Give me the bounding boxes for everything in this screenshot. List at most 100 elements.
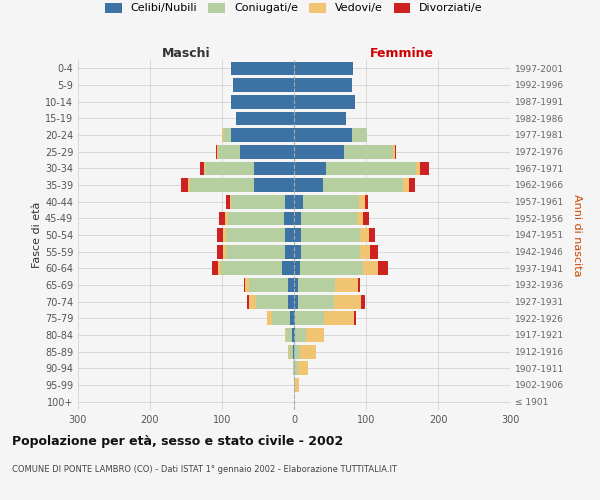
Bar — [298, 362, 308, 375]
Bar — [248, 295, 256, 308]
Bar — [286, 245, 294, 258]
Bar — [301, 212, 358, 225]
Bar — [293, 362, 294, 375]
Bar — [294, 145, 344, 158]
Bar — [230, 128, 294, 142]
Bar — [294, 245, 301, 258]
Y-axis label: Anni di nascita: Anni di nascita — [572, 194, 583, 276]
Bar — [223, 245, 226, 258]
Bar — [294, 295, 298, 308]
Bar — [230, 195, 232, 208]
Text: Maschi: Maschi — [161, 47, 211, 60]
Bar — [334, 295, 361, 308]
Bar — [360, 245, 370, 258]
Bar — [363, 212, 369, 225]
Bar — [204, 162, 205, 175]
Bar — [286, 328, 292, 342]
Bar — [294, 78, 352, 92]
Bar — [352, 128, 367, 142]
Bar — [248, 278, 288, 292]
Bar — [295, 328, 306, 342]
Bar — [226, 228, 286, 242]
Bar — [295, 312, 324, 325]
Bar — [292, 328, 294, 342]
Bar — [358, 212, 363, 225]
Bar — [181, 178, 188, 192]
Bar — [359, 195, 365, 208]
Bar — [225, 212, 228, 225]
Bar — [240, 145, 294, 158]
Bar — [294, 178, 323, 192]
Bar — [230, 62, 294, 75]
Bar — [233, 78, 294, 92]
Bar — [300, 262, 363, 275]
Bar — [294, 128, 352, 142]
Bar — [222, 128, 223, 142]
Bar — [218, 262, 221, 275]
Bar — [294, 112, 346, 125]
Bar — [369, 228, 374, 242]
Bar — [266, 312, 272, 325]
Bar — [294, 312, 295, 325]
Bar — [370, 245, 377, 258]
Bar — [294, 262, 300, 275]
Bar — [217, 245, 223, 258]
Bar — [226, 195, 230, 208]
Bar — [287, 345, 289, 358]
Bar — [294, 328, 295, 342]
Bar — [360, 228, 369, 242]
Bar — [219, 212, 225, 225]
Bar — [403, 178, 409, 192]
Bar — [230, 95, 294, 108]
Bar — [294, 212, 301, 225]
Bar — [294, 195, 302, 208]
Bar — [416, 162, 420, 175]
Bar — [323, 178, 403, 192]
Bar — [335, 278, 358, 292]
Bar — [284, 328, 286, 342]
Bar — [212, 262, 218, 275]
Bar — [301, 228, 360, 242]
Bar — [409, 178, 415, 192]
Bar — [363, 262, 377, 275]
Bar — [355, 312, 356, 325]
Text: COMUNE DI PONTE LAMBRO (CO) - Dati ISTAT 1° gennaio 2002 - Elaborazione TUTTITAL: COMUNE DI PONTE LAMBRO (CO) - Dati ISTAT… — [12, 465, 397, 474]
Bar — [326, 162, 416, 175]
Bar — [289, 345, 293, 358]
Bar — [301, 245, 360, 258]
Bar — [394, 145, 395, 158]
Text: Femmine: Femmine — [370, 47, 434, 60]
Bar — [290, 312, 294, 325]
Bar — [244, 278, 245, 292]
Bar — [295, 378, 299, 392]
Bar — [217, 228, 223, 242]
Bar — [226, 245, 286, 258]
Bar — [294, 362, 298, 375]
Bar — [205, 162, 254, 175]
Text: Popolazione per età, sesso e stato civile - 2002: Popolazione per età, sesso e stato civil… — [12, 435, 343, 448]
Bar — [254, 178, 294, 192]
Bar — [245, 278, 248, 292]
Bar — [190, 178, 254, 192]
Bar — [223, 128, 230, 142]
Bar — [284, 212, 294, 225]
Bar — [286, 195, 294, 208]
Bar — [294, 162, 326, 175]
Bar — [228, 212, 284, 225]
Bar — [288, 278, 294, 292]
Bar — [324, 312, 355, 325]
Bar — [283, 262, 294, 275]
Bar — [420, 162, 428, 175]
Legend: Celibi/Nubili, Coniugati/e, Vedovi/e, Divorziati/e: Celibi/Nubili, Coniugati/e, Vedovi/e, Di… — [105, 2, 483, 14]
Bar — [188, 178, 190, 192]
Bar — [365, 195, 368, 208]
Bar — [294, 95, 355, 108]
Y-axis label: Fasce di età: Fasce di età — [32, 202, 42, 268]
Bar — [395, 145, 396, 158]
Bar — [306, 328, 324, 342]
Bar — [286, 228, 294, 242]
Bar — [217, 145, 218, 158]
Bar — [215, 145, 217, 158]
Bar — [294, 278, 298, 292]
Bar — [344, 145, 394, 158]
